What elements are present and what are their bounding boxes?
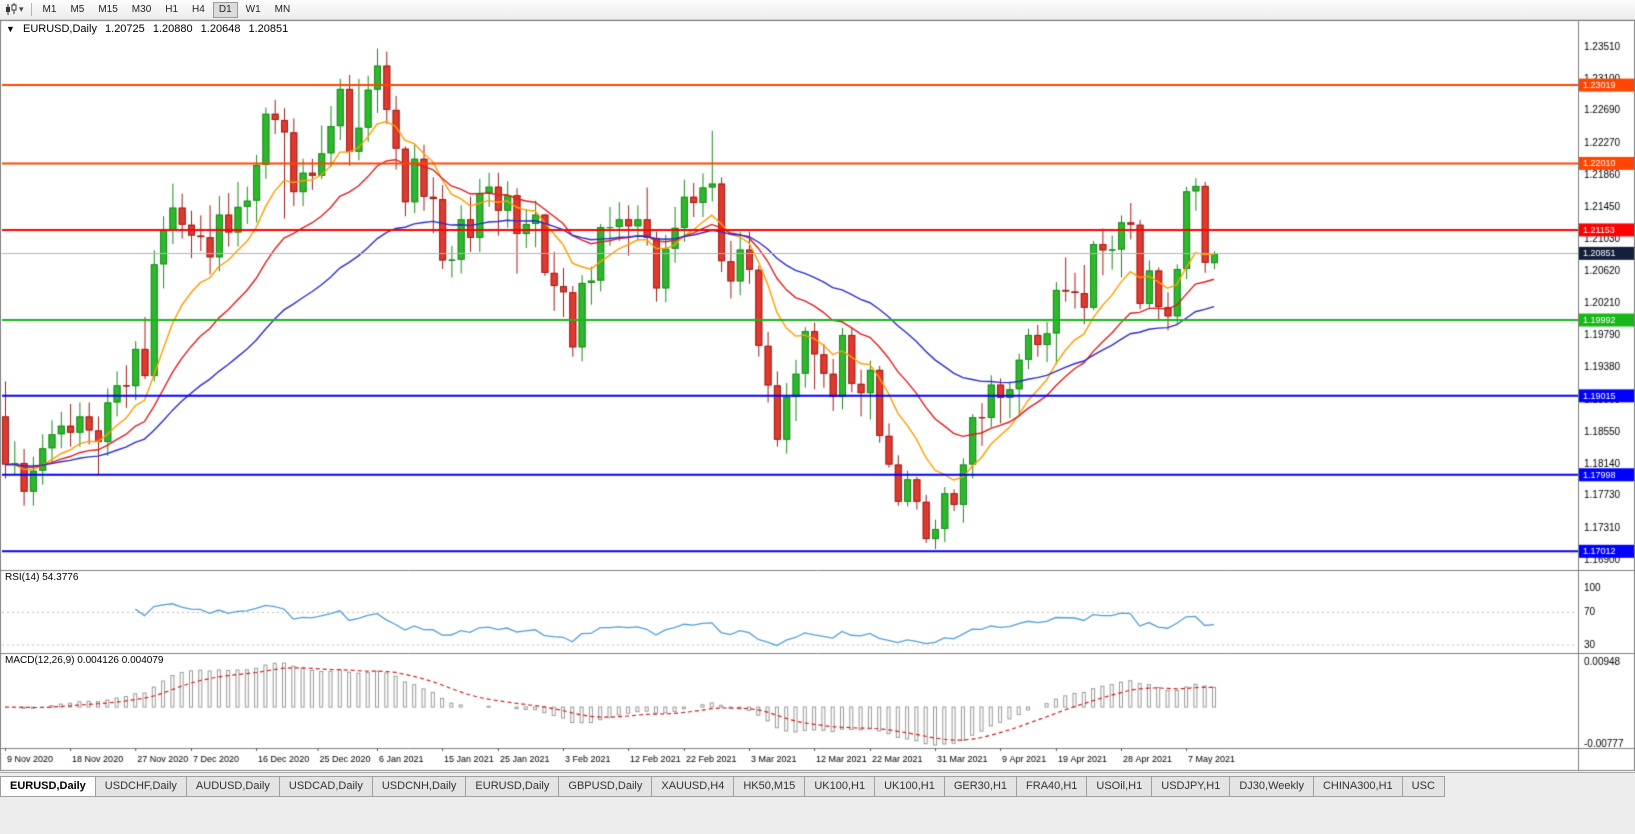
chart-tab-xauusd-h4[interactable]: XAUUSD,H4: [651, 776, 735, 797]
macd-value-signal: 0.004079: [121, 655, 164, 666]
ohlc-high: 1.20880: [152, 23, 193, 35]
ohlc-low: 1.20648: [200, 23, 241, 35]
chart-tab-usdcad-daily[interactable]: USDCAD,Daily: [278, 776, 373, 797]
chart-tab-bar: EURUSD,Daily USDCHF,Daily AUDUSD,Daily USDC…: [0, 772, 1635, 834]
rsi-indicator-label: RSI(14) 54.3776: [5, 572, 78, 583]
ohlc-open: 1.20725: [105, 23, 145, 35]
chart-tab-dj30-weekly[interactable]: DJ30,Weekly: [1229, 776, 1314, 797]
timeframe-button-m15[interactable]: M15: [92, 2, 123, 18]
chart-tab-eurusd-daily[interactable]: EURUSD,Daily: [0, 776, 96, 797]
timeframe-button-w1[interactable]: W1: [240, 2, 267, 18]
chart-tab-usdchf-daily[interactable]: USDCHF,Daily: [94, 776, 187, 797]
toolbar-separator: [30, 3, 32, 16]
chart-tab-eurusd-daily[interactable]: EURUSD,Daily: [465, 776, 560, 797]
chart-tab-usoil-h1[interactable]: USOil,H1: [1086, 776, 1153, 797]
dropdown-caret-icon[interactable]: ▾: [19, 4, 24, 14]
timeframe-button-m1[interactable]: M1: [37, 2, 63, 18]
timeframe-button-mn[interactable]: MN: [269, 2, 297, 18]
chart-tab-usc[interactable]: USC: [1401, 776, 1445, 797]
timeframe-button-h1[interactable]: H1: [159, 2, 184, 18]
chart-tab-audusd-daily[interactable]: AUDUSD,Daily: [185, 776, 280, 797]
chart-tab-china300-h1[interactable]: CHINA300,H1: [1312, 776, 1403, 797]
timeframe-button-group: M1 M5 M15 M30 H1 H4 D1 W1 MN: [37, 1, 297, 18]
timeframe-button-m30[interactable]: M30: [126, 2, 157, 18]
chart-tab-usdcnh-daily[interactable]: USDCNH,Daily: [371, 776, 467, 797]
rsi-name: RSI(14): [5, 572, 40, 583]
chart-window: [0, 20, 1635, 772]
macd-value-main: 0.004126: [77, 655, 119, 666]
rsi-value: 54.3776: [42, 572, 79, 583]
chart-tab-usdjpy-h1[interactable]: USDJPY,H1: [1151, 776, 1231, 797]
chart-tab-hk50-m15[interactable]: HK50,M15: [733, 776, 806, 797]
toolbar: ▾ M1 M5 M15 M30 H1 H4 D1 W1 MN: [0, 0, 1635, 20]
timeframe-button-d1[interactable]: D1: [212, 1, 238, 18]
price-chart-canvas[interactable]: [0, 20, 1635, 772]
timeframe-button-h4[interactable]: H4: [186, 2, 211, 18]
chart-tab-ger30-h1[interactable]: GER30,H1: [943, 776, 1018, 797]
chart-tab-fra40-h1[interactable]: FRA40,H1: [1016, 776, 1088, 797]
chart-ohlc-header: ▼ EURUSD,Daily 1.20725 1.20880 1.20648 1…: [6, 23, 293, 35]
chart-tab-gbpusd-daily[interactable]: GBPUSD,Daily: [558, 776, 653, 797]
one-click-trading-toggle[interactable]: ▼: [6, 24, 15, 34]
chart-symbol-period: EURUSD,Daily: [22, 23, 97, 35]
timeframe-button-m5[interactable]: M5: [64, 2, 90, 18]
macd-indicator-label: MACD(12,26,9) 0.004126 0.004079: [5, 655, 163, 666]
macd-name: MACD(12,26,9): [5, 655, 75, 666]
ohlc-close: 1.20851: [248, 23, 289, 35]
chart-tab-uk100-h1[interactable]: UK100,H1: [874, 776, 945, 797]
candlestick-chart-icon[interactable]: [4, 3, 18, 16]
chart-tab-uk100-h1[interactable]: UK100,H1: [804, 776, 876, 797]
